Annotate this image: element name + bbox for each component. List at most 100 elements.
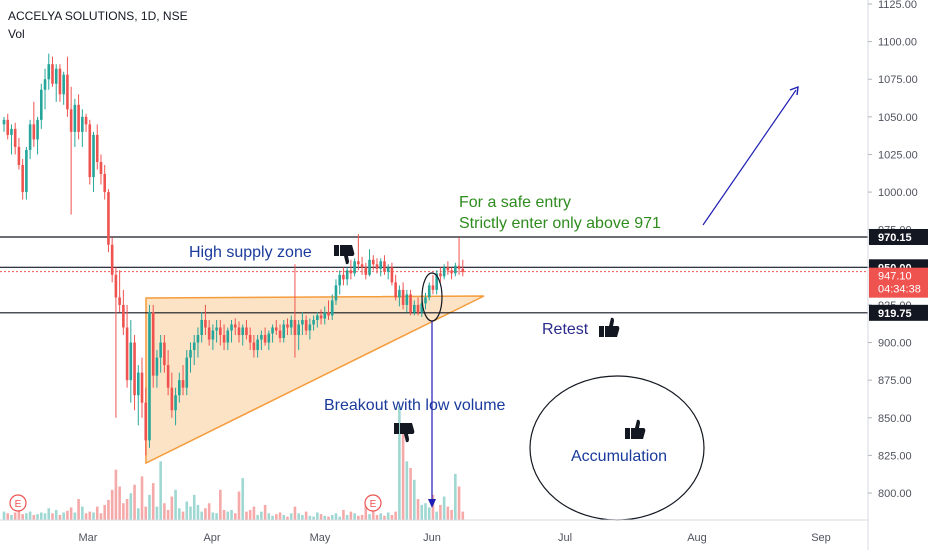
thumbs-down-icon (334, 245, 355, 265)
volume-bar (144, 506, 148, 520)
candle (461, 259, 465, 277)
volume-bar (345, 514, 349, 520)
price-tick-label: 825.00 (878, 450, 912, 462)
candle (6, 113, 10, 140)
candle (125, 304, 129, 388)
volume-bar (99, 513, 103, 520)
volume-bar (185, 501, 189, 520)
volume-bar (248, 509, 252, 520)
candle (226, 327, 230, 351)
candle (51, 56, 54, 87)
volume-bar (196, 504, 200, 520)
volume-bar (21, 514, 24, 520)
level-price-label: 970.15 (869, 228, 928, 245)
volume-bar (256, 514, 259, 520)
candle (431, 274, 435, 295)
volume-bar (125, 499, 129, 520)
volume-bar (204, 508, 207, 520)
candle (204, 304, 207, 336)
volume-indicator-label[interactable]: Vol (8, 27, 25, 41)
candle (163, 335, 166, 373)
candle (21, 158, 24, 200)
volume-bar (140, 476, 144, 520)
volume-bar (77, 499, 80, 520)
thumbs-up-icon (599, 317, 620, 337)
price-axis[interactable]: 800.00825.00850.00875.00900.00925.00950.… (867, 0, 928, 550)
candle (155, 350, 159, 388)
candle (151, 304, 155, 388)
candle (107, 189, 110, 253)
candle (73, 98, 77, 147)
candle (375, 258, 379, 274)
volume-bar (133, 484, 136, 520)
price-tick-label: 875.00 (878, 375, 912, 387)
candle (159, 335, 162, 373)
time-tick-label: Mar (79, 532, 98, 544)
earnings-marker-icon[interactable]: E (364, 494, 382, 512)
candle (327, 300, 330, 320)
candle (43, 68, 47, 110)
volume-bar (32, 514, 36, 520)
candle (178, 372, 181, 403)
volume-bar (36, 514, 39, 520)
volume-bar (114, 469, 118, 520)
horizontal-levels (0, 236, 868, 314)
volume-bar (424, 503, 427, 520)
candle (58, 64, 62, 102)
volume-bar (219, 489, 222, 520)
volume-bar (368, 514, 371, 520)
volume-bar (383, 515, 386, 520)
volume-bar (207, 503, 211, 520)
volume-bar (6, 513, 10, 520)
volume-bar (122, 503, 125, 520)
volume-bars (2, 406, 465, 520)
candle (446, 261, 450, 275)
candle (237, 321, 241, 343)
volume-bar (181, 511, 185, 520)
volume-bar (316, 512, 319, 520)
time-tick-label: Jul (558, 532, 572, 544)
volume-bar (178, 508, 181, 520)
volume-bar (13, 512, 17, 520)
time-axis[interactable]: Mar Apr May Jun Jul Aug Sep (0, 519, 868, 544)
candle (2, 116, 6, 132)
svg-text:970.15: 970.15 (878, 232, 912, 244)
candle (211, 324, 215, 351)
candle (368, 249, 371, 277)
candle (349, 259, 353, 280)
volume-bar (442, 496, 446, 520)
volume-bar (88, 511, 92, 520)
volume-bar (2, 511, 6, 520)
price-tick-label: 1100.00 (878, 37, 917, 49)
volume-bar (435, 511, 438, 520)
volume-bar (47, 508, 51, 520)
breakout-arrow-head (428, 499, 436, 508)
candle (301, 312, 304, 336)
candle (181, 365, 185, 396)
volume-bar (252, 506, 256, 520)
candle (252, 335, 256, 358)
candle (118, 270, 121, 313)
volume-bar (439, 504, 442, 520)
candle (81, 109, 84, 147)
volume-bar (155, 506, 159, 520)
candle (99, 154, 103, 185)
time-tick-label: Jun (423, 532, 441, 544)
volume-bar (58, 514, 62, 520)
volume-bar (129, 493, 133, 520)
volume-bar (330, 514, 334, 520)
candle (192, 335, 196, 366)
candle (312, 315, 315, 331)
volume-bar (416, 499, 420, 520)
candle (454, 262, 457, 277)
candle (114, 267, 118, 418)
volume-bar (222, 509, 226, 520)
ascending-triangle-pattern (145, 295, 485, 465)
earnings-marker-icon[interactable]: E (9, 494, 27, 512)
volume-bar (405, 461, 409, 520)
candle (282, 319, 286, 343)
candle (450, 267, 453, 280)
